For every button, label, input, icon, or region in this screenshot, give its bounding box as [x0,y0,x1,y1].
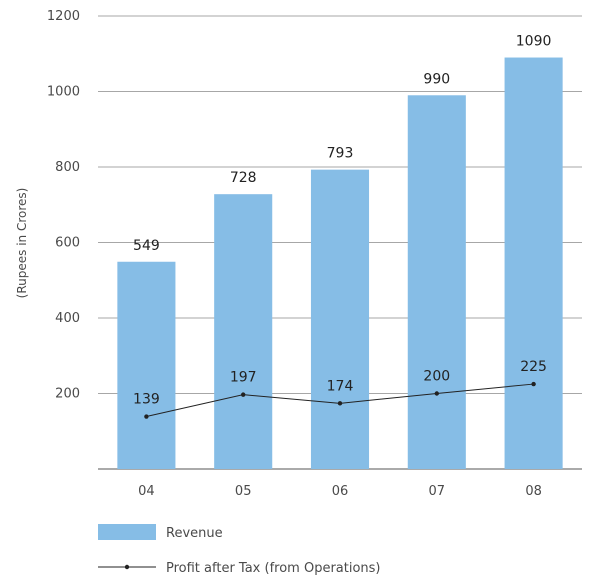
y-tick-label: 1000 [47,85,80,100]
profit-point [337,401,343,406]
y-tick-label: 200 [55,387,80,402]
profit-value-label: 197 [230,370,257,386]
revenue-value-label: 728 [230,170,257,186]
profit-point [144,414,149,419]
revenue-value-label: 793 [327,146,354,162]
profit-value-label: 174 [327,378,354,394]
profit-point [434,391,439,396]
revenue-bars [117,57,563,470]
revenue-bar [214,194,273,469]
profit-value-label: 200 [423,369,450,385]
y-tick-label: 400 [55,311,80,326]
revenue-value-label: 549 [133,238,160,254]
y-tick-label: 800 [55,160,80,175]
revenue-value-label: 1090 [516,34,552,50]
x-tick-label: 05 [235,484,252,499]
legend-marker-profit [124,564,130,570]
profit-value-label: 139 [133,392,160,408]
legend-label-revenue: Revenue [166,526,223,541]
profit-point [531,381,536,387]
y-axis-title: (Rupees in Crores) [15,188,29,299]
revenue-bar [407,95,466,470]
revenue-bar [504,57,563,470]
x-tick-label: 07 [429,484,446,499]
x-tick-label: 06 [332,484,349,499]
axis-ticks: 200 400 600 800 1000 1200 04 05 06 07 08 [47,9,542,499]
revenue-bar [310,169,370,469]
revenue-value-label: 990 [423,71,450,87]
legend-swatch-revenue [98,524,156,540]
profit-value-label: 225 [520,359,547,375]
y-tick-label: 1200 [47,9,80,24]
y-tick-label: 600 [55,236,80,251]
data-labels: 549 728 793 990 1090 139 197 174 200 225 [133,34,551,408]
profit-line [144,381,536,419]
x-tick-label: 04 [138,484,155,499]
legend: Revenue Profit after Tax (from Operation… [98,524,381,576]
profit-point [241,392,246,397]
legend-label-profit: Profit after Tax (from Operations) [166,561,381,576]
x-tick-label: 08 [525,484,542,499]
revenue-bar [117,261,176,469]
